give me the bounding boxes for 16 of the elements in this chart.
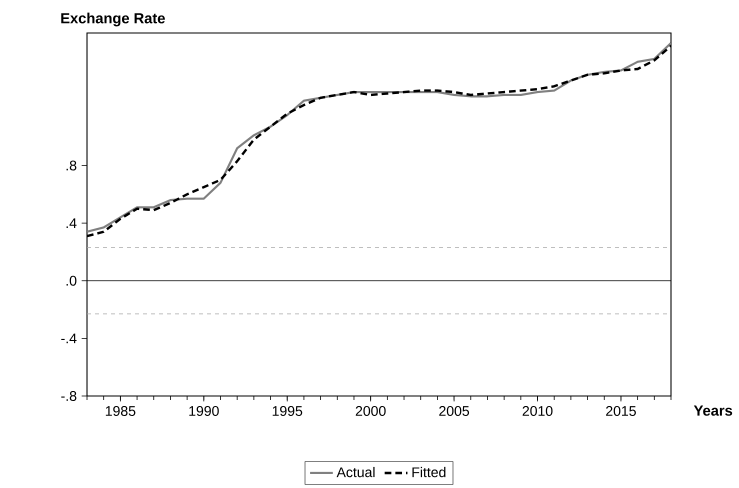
- x-axis-title: Years: [694, 406, 732, 416]
- y-tick-label: .4: [66, 218, 77, 228]
- x-tick-label: 2015: [606, 406, 636, 416]
- y-tick-label: .8: [66, 160, 76, 170]
- y-tick-label: -.4: [61, 334, 77, 344]
- x-tick-label: 1985: [106, 406, 136, 416]
- legend-label: Actual: [336, 466, 375, 478]
- x-tick-label: 2010: [522, 406, 553, 416]
- x-tick-label: 2000: [356, 406, 386, 416]
- y-tick-label: -.8: [61, 391, 76, 401]
- y-tick-label: .0: [66, 276, 76, 286]
- x-tick-label: 1995: [272, 406, 302, 416]
- x-tick-label: 2005: [439, 406, 470, 416]
- x-tick-label: 1990: [189, 406, 219, 416]
- chart-title: Exchange Rate: [61, 12, 165, 26]
- legend-label: Fitted: [412, 466, 446, 478]
